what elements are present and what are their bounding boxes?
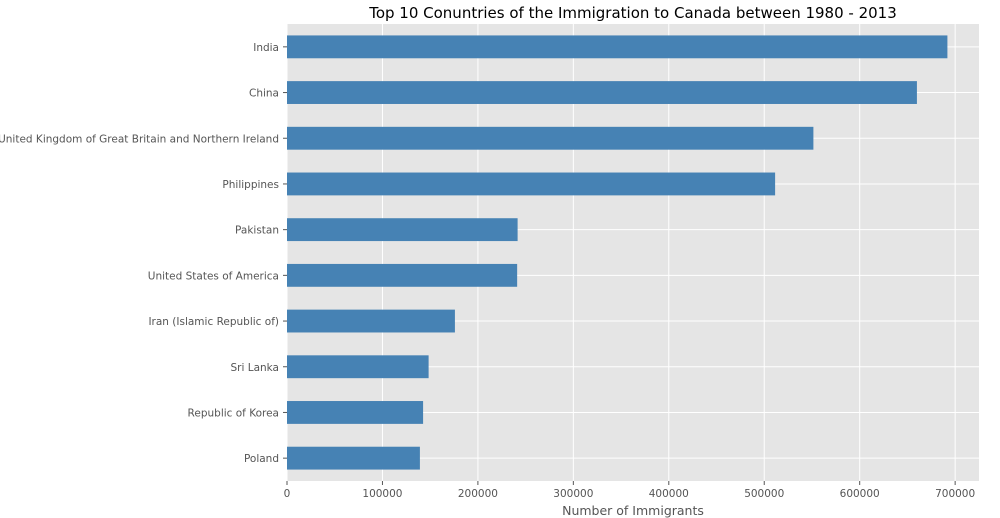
bar [287,309,455,333]
y-tick-label: Iran (Islamic Republic of) [148,316,279,328]
y-tick-label: Sri Lanka [230,362,279,374]
x-tick-label: 500000 [744,488,784,500]
y-tick-label: Republic of Korea [188,407,279,419]
chart-title: Top 10 Conuntries of the Immigration to … [368,4,897,22]
y-tick-label: China [249,88,279,100]
y-tick-label: United Kingdom of Great Britain and Nort… [0,133,279,145]
y-tick-label: United States of America [148,270,279,282]
bar [287,401,424,424]
x-axis-label: Number of Immigrants [562,503,704,518]
bar [287,263,518,287]
y-tick-label: Poland [244,453,279,465]
x-tick-labels: 0 100000 200000 300000 400000 500000 600000 700… [284,481,975,500]
bar [287,35,948,59]
y-tick-labels: India China United Kingdom of Great Britai… [0,42,287,465]
bar [287,218,518,242]
bar [287,172,776,196]
bar [287,446,420,470]
x-tick-label: 100000 [362,488,402,500]
bar [287,81,917,104]
y-tick-label: India [253,42,279,54]
bars [287,35,948,470]
x-tick-label: 600000 [840,488,880,500]
x-tick-label: 700000 [935,488,975,500]
x-tick-label: 0 [284,488,291,500]
y-tick-label: Pakistan [235,225,279,237]
x-tick-label: 400000 [649,488,689,500]
bar [287,355,429,379]
x-tick-label: 200000 [458,488,498,500]
x-tick-label: 300000 [553,488,593,500]
bar [287,126,814,150]
y-tick-label: Philippines [222,179,279,191]
